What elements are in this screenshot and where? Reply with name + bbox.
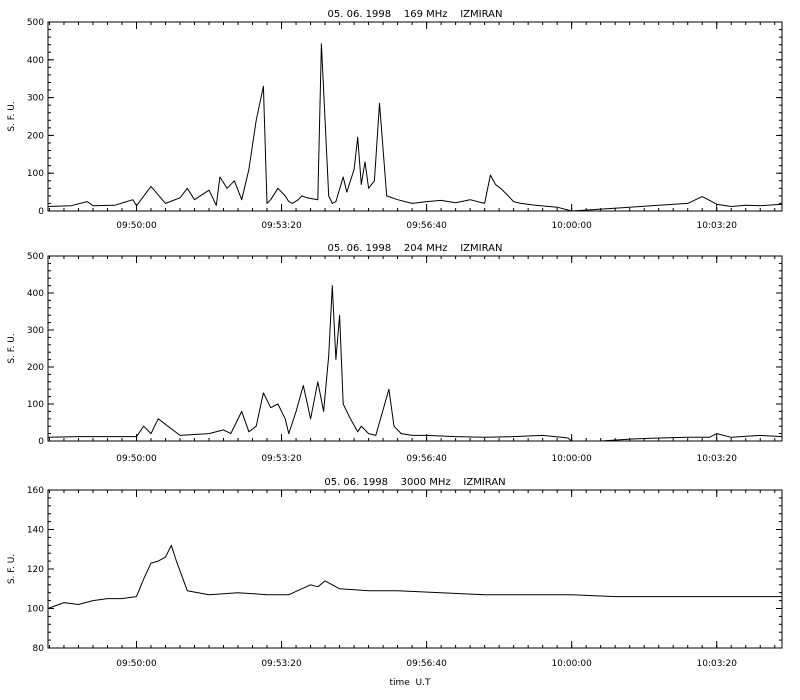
y-tick-label: 140 (27, 526, 44, 536)
x-tick-label: 09:50:00 (116, 221, 157, 231)
y-axis-label: S. F. U. (7, 101, 17, 131)
y-tick-label: 200 (27, 131, 44, 141)
y-tick-label: 0 (38, 207, 44, 217)
flux-series-line (47, 544, 782, 609)
flux-series-line (47, 285, 783, 442)
y-tick-label: 500 (27, 18, 44, 28)
chart-title: 05. 06. 1998 3000 MHz IZMIRAN (324, 477, 505, 488)
y-tick-label: 400 (27, 56, 44, 66)
x-tick-label: 09:56:40 (406, 659, 447, 669)
y-tick-label: 300 (27, 326, 44, 336)
y-tick-label: 80 (33, 644, 45, 654)
flux-series-line (47, 43, 783, 212)
y-axis-label: S. F. U. (7, 554, 17, 584)
y-tick-label: 200 (27, 363, 44, 373)
y-tick-label: 100 (27, 400, 44, 410)
x-tick-label: 10:00:00 (551, 454, 592, 464)
y-tick-label: 400 (27, 289, 44, 299)
chart-panel-2: 05. 06. 1998 204 MHz IZMIRAN S. F. U. 0 100… (7, 243, 783, 464)
x-tick-label: 09:50:00 (116, 454, 157, 464)
y-tick-label: 160 (27, 486, 44, 496)
y-tick-label: 300 (27, 94, 44, 104)
chart-title: 05. 06. 1998 169 MHz IZMIRAN (328, 9, 503, 20)
chart-panel-3: 05. 06. 1998 3000 MHz IZMIRAN S. F. U. 80 1… (7, 477, 783, 688)
x-tick-label: 09:53:20 (261, 659, 302, 669)
y-tick-label: 100 (27, 169, 44, 179)
y-tick-label: 100 (27, 605, 44, 615)
y-axis-label: S. F. U. (7, 333, 17, 363)
y-tick-label: 120 (27, 565, 44, 575)
plot-frame (47, 21, 783, 212)
x-tick-label: 09:53:20 (261, 454, 302, 464)
y-tick-label: 0 (38, 437, 44, 447)
x-tick-label: 09:53:20 (261, 221, 302, 231)
x-tick-label: 10:03:20 (697, 221, 738, 231)
y-tick-label: 500 (27, 252, 44, 262)
x-tick-label: 09:56:40 (406, 221, 447, 231)
x-tick-label: 09:50:00 (116, 659, 157, 669)
x-axis-label: time U.T (389, 678, 431, 688)
chart-title: 05. 06. 1998 204 MHz IZMIRAN (328, 243, 503, 254)
x-tick-label: 10:03:20 (697, 659, 738, 669)
x-tick-label: 09:56:40 (406, 454, 447, 464)
plot-frame (47, 255, 783, 442)
x-tick-label: 10:00:00 (551, 659, 592, 669)
x-tick-label: 10:03:20 (697, 454, 738, 464)
x-tick-label: 10:00:00 (551, 221, 592, 231)
chart-panel-1: 05. 06. 1998 169 MHz IZMIRAN S. F. U. 0 100… (7, 9, 783, 231)
plot-frame (47, 489, 783, 649)
